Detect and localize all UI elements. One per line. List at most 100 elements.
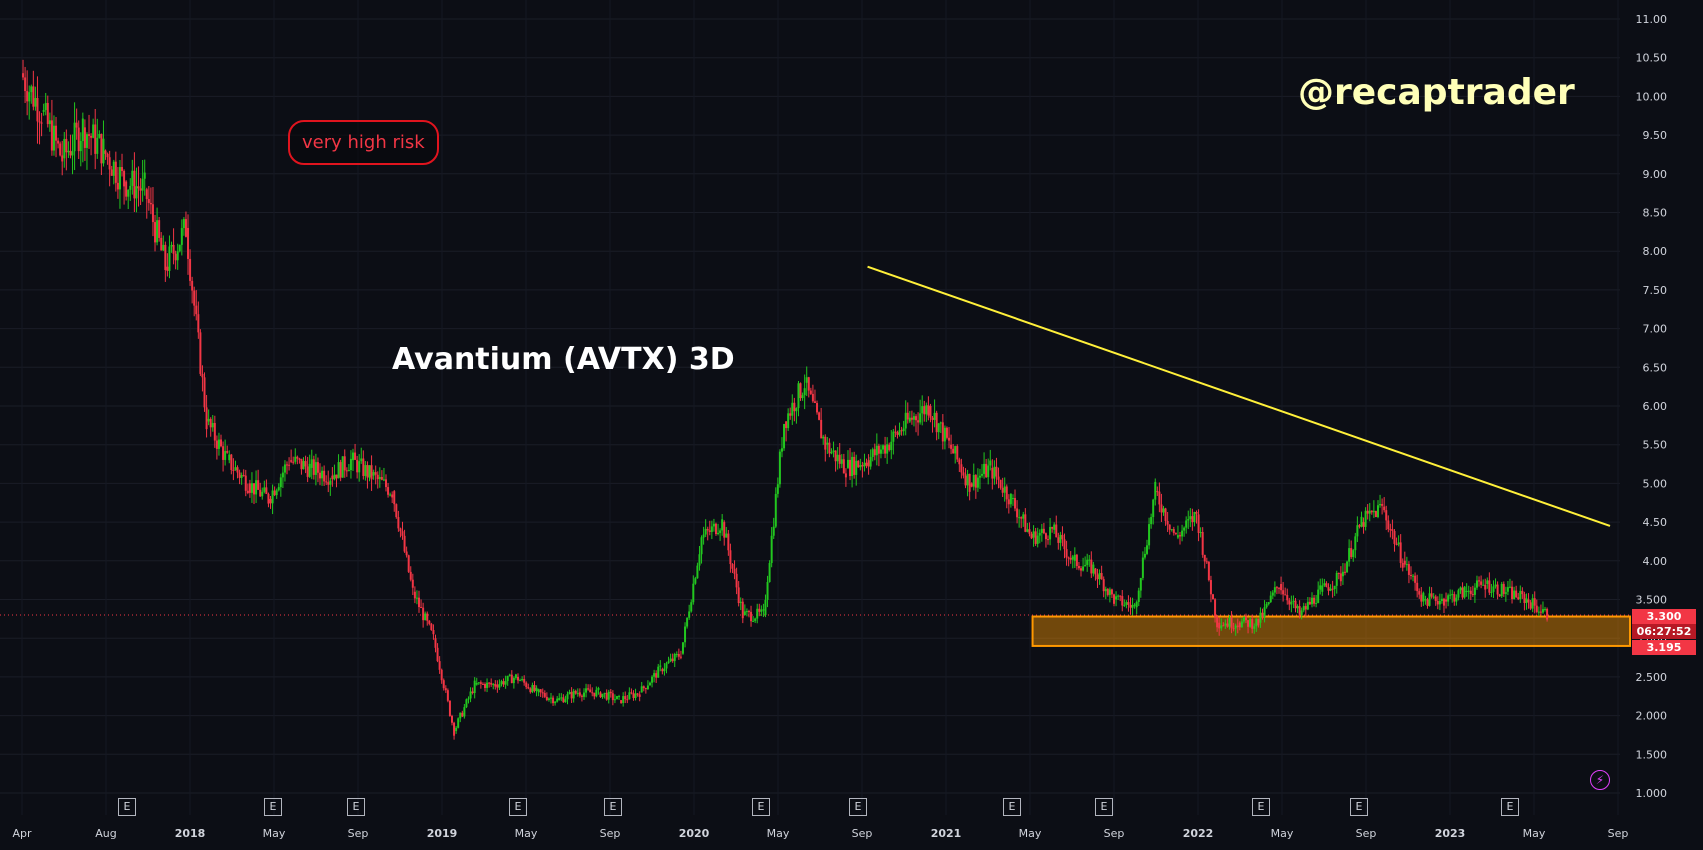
- earnings-marker[interactable]: E: [509, 798, 527, 816]
- candle-body: [1150, 517, 1153, 525]
- candle-body: [1174, 532, 1177, 535]
- earnings-marker[interactable]: E: [1252, 798, 1270, 816]
- candle-body: [335, 474, 338, 479]
- earnings-marker[interactable]: E: [752, 798, 770, 816]
- candle-body: [983, 463, 986, 474]
- candle-body: [1244, 616, 1247, 621]
- candle-body: [279, 477, 282, 488]
- candle-body: [1370, 510, 1373, 513]
- earnings-marker[interactable]: E: [118, 798, 136, 816]
- candle-body: [968, 473, 971, 492]
- candle-body: [442, 680, 445, 689]
- candle-body: [1038, 532, 1041, 536]
- candle-body: [389, 494, 392, 496]
- candle-body: [609, 691, 612, 694]
- candle-body: [1467, 590, 1470, 592]
- candle-body: [1080, 568, 1083, 571]
- candle-body: [760, 609, 763, 612]
- candle-body: [1527, 599, 1530, 603]
- candle-body: [158, 220, 161, 238]
- candle-body: [1055, 524, 1058, 538]
- candle-body: [506, 675, 509, 682]
- candle-body: [1209, 580, 1212, 595]
- candle-body: [32, 86, 35, 107]
- candle-body: [1263, 607, 1266, 617]
- candle-body: [632, 693, 635, 698]
- earnings-marker[interactable]: E: [1350, 798, 1368, 816]
- candle-body: [739, 601, 742, 604]
- candle-body: [721, 519, 724, 531]
- candle-body: [197, 314, 200, 333]
- y-tick-label: 9.00: [1643, 168, 1668, 181]
- candle-body: [302, 461, 305, 470]
- candle-body: [543, 693, 546, 697]
- candle-body: [286, 464, 289, 466]
- candle-body: [844, 473, 847, 478]
- candle-body: [1193, 512, 1196, 523]
- candle-body: [853, 456, 856, 475]
- candle-body: [486, 682, 489, 688]
- earnings-marker[interactable]: E: [1501, 798, 1519, 816]
- candle-body: [972, 474, 975, 487]
- candle-body: [1453, 594, 1456, 602]
- candle-body: [921, 406, 924, 414]
- candle-body: [59, 143, 62, 156]
- candle-body: [1104, 588, 1107, 592]
- candle-body: [30, 86, 33, 93]
- candle-body: [523, 679, 526, 683]
- candle-body: [378, 476, 381, 480]
- candle-body: [512, 677, 515, 684]
- candle-body: [75, 122, 78, 128]
- candle-body: [199, 332, 202, 374]
- candle-body: [1179, 535, 1182, 537]
- y-tick-label: 3.500: [1636, 594, 1668, 607]
- candle-body: [1280, 584, 1283, 591]
- candle-body: [574, 690, 577, 694]
- candle-body: [1236, 625, 1239, 627]
- earnings-marker[interactable]: E: [264, 798, 282, 816]
- candle-body: [333, 474, 336, 480]
- candle-body: [411, 579, 414, 588]
- candle-body: [580, 695, 583, 697]
- earnings-marker[interactable]: E: [849, 798, 867, 816]
- candle-body: [131, 170, 134, 186]
- candle-body: [79, 140, 82, 152]
- earnings-marker[interactable]: E: [1095, 798, 1113, 816]
- candle-body: [842, 459, 845, 474]
- candle-body: [1422, 592, 1425, 602]
- candle-body: [1026, 529, 1029, 532]
- candle-body: [133, 170, 136, 199]
- candle-body: [1282, 590, 1285, 595]
- candle-body: [799, 383, 802, 399]
- candle-body: [1513, 590, 1516, 600]
- candle-body: [531, 685, 534, 693]
- earnings-marker[interactable]: E: [1003, 798, 1021, 816]
- earnings-marker[interactable]: E: [347, 798, 365, 816]
- candle-body: [277, 487, 280, 491]
- candle-body: [886, 444, 889, 454]
- candle-body: [572, 690, 575, 699]
- candle-body: [339, 462, 342, 478]
- lightning-icon[interactable]: ⚡: [1590, 770, 1610, 790]
- candle-body: [238, 472, 241, 478]
- candle-body: [180, 228, 183, 245]
- candle-body: [160, 237, 163, 251]
- earnings-marker[interactable]: E: [604, 798, 622, 816]
- y-tick-label: 7.00: [1643, 323, 1668, 336]
- candle-body: [1294, 600, 1297, 609]
- candle-body: [347, 470, 350, 472]
- candle-body: [1009, 493, 1012, 505]
- candle-body: [564, 699, 567, 703]
- candle-body: [116, 182, 119, 190]
- candle-body: [69, 150, 72, 156]
- candle-body: [537, 689, 540, 693]
- candle-body: [582, 692, 585, 697]
- candle-body: [1117, 595, 1120, 597]
- candle-body: [648, 682, 651, 686]
- candle-body: [477, 682, 480, 684]
- candle-body: [684, 626, 687, 643]
- candle-body: [139, 188, 142, 191]
- candle-body: [261, 491, 264, 497]
- candle-body: [1218, 622, 1221, 629]
